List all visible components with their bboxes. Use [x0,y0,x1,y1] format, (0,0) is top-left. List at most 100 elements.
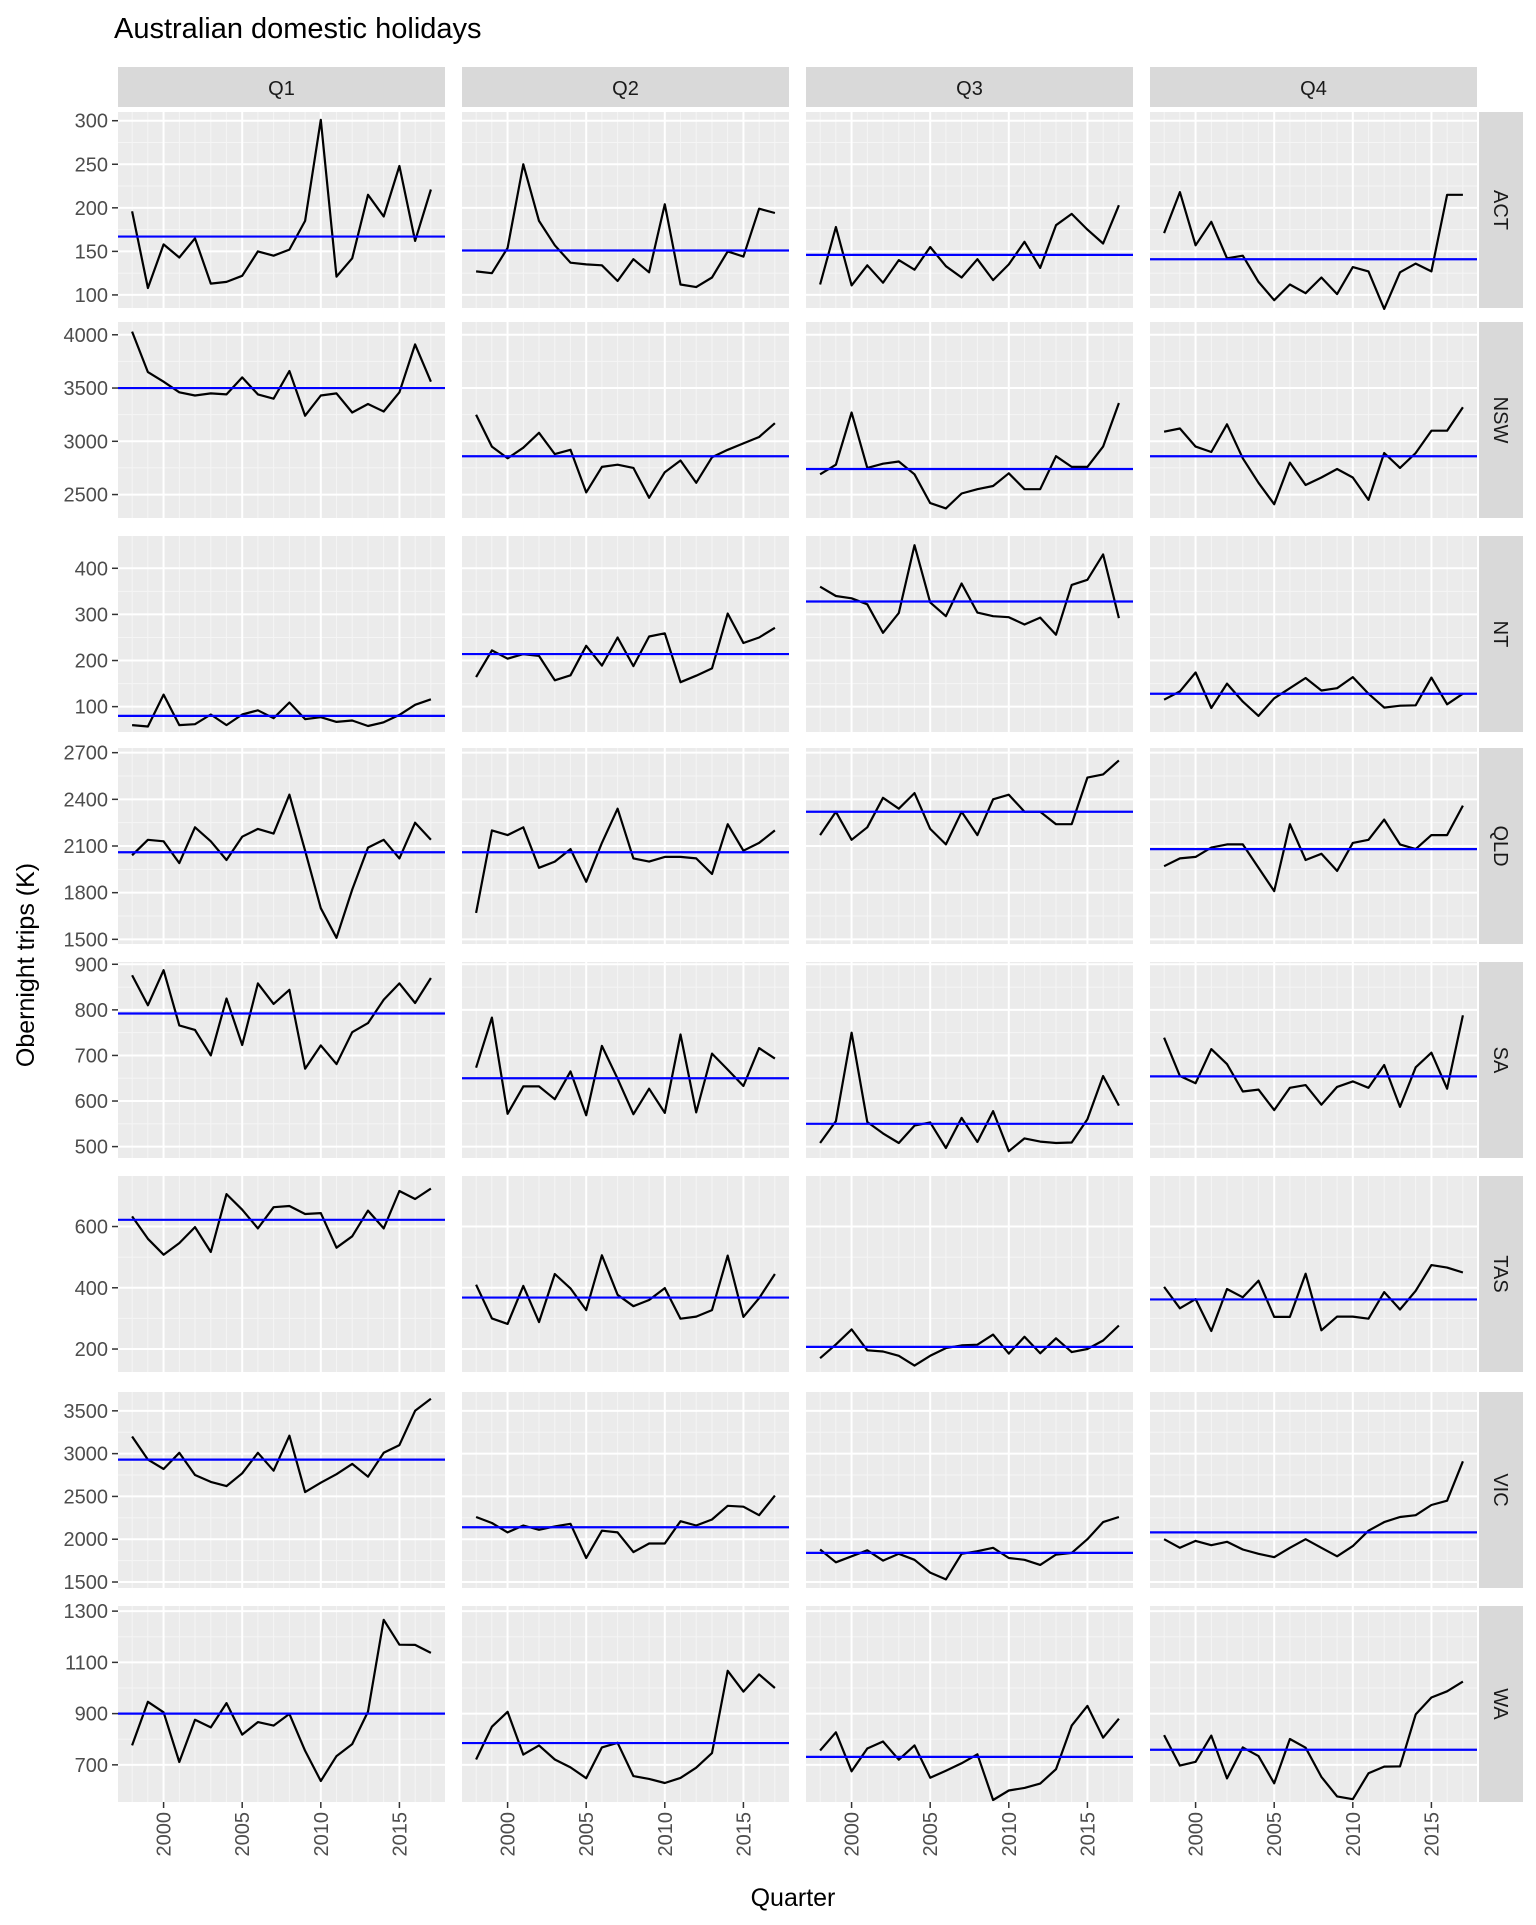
y-tick-label: 900 [75,1704,108,1726]
y-tick-label: 2700 [64,743,109,765]
panel-background [1150,1606,1477,1802]
panel-qld-q4 [1150,748,1477,944]
series-line-sa-q2 [475,1016,776,1117]
y-tick-label: 1500 [64,1572,109,1594]
panel-vic-q4 [1150,1392,1477,1588]
x-axis-title: Quarter [751,1884,836,1912]
y-tick-label: 600 [75,1091,108,1113]
panel-nt-q4 [1150,536,1477,732]
row-strip-nt [1479,536,1523,732]
series-line-nsw-q1 [131,331,432,417]
series-line-tas-q3 [819,1324,1120,1367]
x-tick-label: 2000 [842,1812,864,1857]
panel-nt-q1 [118,536,445,732]
series-line-nsw-q2 [475,414,776,499]
panel-background [1150,536,1477,732]
panel-nt-q2 [462,536,789,732]
panel-nsw-q2 [462,322,789,518]
panel-background [806,962,1133,1158]
y-tick-label: 500 [75,1137,108,1159]
panel-background [462,1392,789,1588]
panel-nsw-q1 [118,322,445,518]
panel-background [462,112,789,308]
y-tick-label: 250 [75,154,108,176]
column-strip-label: Q4 [1300,78,1327,100]
panel-sa-q3 [806,962,1133,1158]
x-tick-label: 2000 [498,1812,520,1857]
y-tick-label: 700 [75,1045,108,1067]
panel-background [462,962,789,1158]
row-strip-vic [1479,1392,1523,1588]
y-tick-label: 300 [75,111,108,133]
y-tick-label: 4000 [64,325,109,347]
series-line-act-q3 [819,204,1120,287]
panel-background [1150,322,1477,518]
y-tick-label: 200 [75,198,108,220]
panel-background [462,1176,789,1372]
series-line-tas-q1 [131,1187,432,1256]
y-tick-label: 200 [75,651,108,673]
series-line-tas-q4 [1163,1263,1464,1333]
panel-background [806,112,1133,308]
x-tick-label: 2005 [1264,1812,1286,1857]
panel-nt-q3 [806,536,1133,732]
x-tick-label: 2000 [1186,1812,1208,1857]
panel-vic-q2 [462,1392,789,1588]
series-line-nt-q1 [132,693,432,728]
panel-vic-q3 [806,1392,1133,1588]
row-strip-label: NSW [1489,397,1511,444]
y-tick-label: 800 [75,1000,108,1022]
panel-act-q4 [1150,112,1477,310]
panel-background [1150,1392,1477,1588]
x-tick-label: 2005 [576,1812,598,1857]
panels-layer: Q1 Q2 Q3 Q4 ACT 100 150 200 250 300 NSW 2500 3000 350… [64,67,1523,1857]
series-line-qld-q3 [819,759,1120,846]
y-tick-label: 100 [75,697,108,719]
row-strip-qld [1479,748,1523,944]
x-tick-label: 2000 [154,1812,176,1857]
row-strip-label: NT [1489,621,1511,648]
panel-background [806,1606,1133,1802]
y-tick-label: 200 [75,1339,108,1361]
chart-title: Australian domestic holidays [114,13,482,45]
row-strip-wa [1479,1606,1523,1802]
panel-wa-q4 [1150,1606,1477,1802]
y-tick-label: 3000 [64,1444,109,1466]
column-strip-q4 [1150,67,1477,107]
x-tick-label: 2015 [733,1812,755,1857]
column-strip-label: Q2 [612,78,639,100]
y-tick-label: 600 [75,1217,108,1239]
series-line-nsw-q3 [819,402,1120,510]
y-tick-label: 100 [75,285,108,307]
panel-nsw-q3 [806,322,1133,518]
series-line-wa-q4 [1163,1680,1464,1801]
y-tick-label: 900 [75,954,108,976]
x-tick-label: 2015 [1077,1812,1099,1857]
row-strip-nsw [1479,322,1523,518]
panel-background [1150,1176,1477,1372]
panel-wa-q1 [118,1606,445,1802]
panel-tas-q2 [462,1176,789,1372]
row-strip-label: WA [1489,1688,1511,1720]
x-tick-label: 2010 [999,1812,1021,1857]
x-tick-label: 2015 [1421,1812,1443,1857]
series-line-nt-q4 [1163,671,1464,718]
panel-background [118,1606,445,1802]
y-tick-label: 1300 [64,1601,109,1623]
series-line-act-q4 [1163,191,1463,310]
y-tick-label: 150 [75,241,108,263]
panel-background [1150,112,1477,308]
y-tick-label: 2000 [64,1529,109,1551]
row-strip-act [1479,112,1523,308]
column-strip-q1 [118,67,445,107]
series-line-sa-q1 [131,969,432,1070]
series-line-wa-q3 [819,1704,1120,1802]
y-tick-label: 2400 [64,789,109,811]
row-strip-tas [1479,1176,1523,1372]
y-tick-label: 2500 [64,485,109,507]
panel-sa-q4 [1150,962,1477,1158]
y-tick-label: 1100 [65,1652,108,1674]
panel-tas-q4 [1150,1176,1477,1372]
